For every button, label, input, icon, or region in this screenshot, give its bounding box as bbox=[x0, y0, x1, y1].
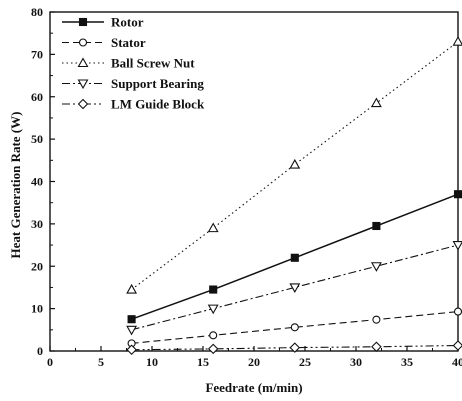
legend-entry: Rotor bbox=[62, 15, 144, 30]
x-tick-label: 5 bbox=[98, 355, 104, 369]
y-tick-label: 80 bbox=[31, 5, 43, 19]
legend-entry: Ball Screw Nut bbox=[62, 56, 195, 71]
y-tick-label: 50 bbox=[31, 132, 43, 146]
data-point bbox=[209, 331, 218, 340]
x-tick-label: 25 bbox=[299, 355, 311, 369]
series-support-bearing bbox=[126, 241, 462, 336]
data-point bbox=[453, 190, 462, 199]
x-tick-label: 20 bbox=[248, 355, 260, 369]
y-tick-label: 60 bbox=[31, 90, 43, 104]
data-point bbox=[452, 241, 462, 251]
data-point bbox=[126, 344, 137, 356]
legend-marker bbox=[78, 38, 88, 47]
data-point bbox=[126, 325, 138, 336]
y-tick-label: 40 bbox=[31, 175, 43, 189]
series-stator bbox=[127, 307, 462, 348]
legend-marker bbox=[78, 17, 88, 27]
legend: Rotor Stator Ball Screw Nut Support Bearing… bbox=[62, 15, 205, 112]
legend-label: Support Bearing bbox=[111, 76, 204, 91]
data-point bbox=[452, 340, 462, 351]
data-point bbox=[289, 342, 301, 353]
x-tick-label: 30 bbox=[350, 355, 362, 369]
legend-marker bbox=[77, 79, 89, 90]
data-point bbox=[370, 262, 382, 272]
x-tick-label: 40 bbox=[452, 355, 462, 369]
data-point bbox=[452, 36, 462, 46]
y-tick-label: 20 bbox=[31, 259, 43, 273]
x-tick-label: 15 bbox=[197, 355, 209, 369]
data-point bbox=[207, 304, 219, 315]
series-lm-guide-block bbox=[126, 340, 462, 356]
legend-label: LM Guide Block bbox=[111, 97, 205, 112]
legend-marker bbox=[77, 57, 89, 68]
y-tick-label: 10 bbox=[31, 302, 43, 316]
legend-label: Ball Screw Nut bbox=[111, 56, 195, 71]
data-point bbox=[289, 158, 301, 169]
data-point bbox=[453, 307, 462, 316]
data-point bbox=[290, 253, 299, 262]
x-axis-ticks: 0 5 10 15 20 25 30 35 40 bbox=[47, 346, 462, 369]
y-axis-title: Heat Generation Rate (W) bbox=[8, 112, 23, 259]
data-point bbox=[127, 315, 136, 324]
data-point bbox=[289, 283, 301, 294]
x-tick-label: 10 bbox=[146, 355, 158, 369]
data-point bbox=[371, 341, 382, 353]
x-tick-label: 0 bbox=[47, 355, 53, 369]
y-tick-label: 70 bbox=[31, 47, 43, 61]
legend-marker bbox=[77, 98, 89, 110]
x-tick-label: 35 bbox=[401, 355, 413, 369]
y-tick-label: 0 bbox=[37, 344, 43, 358]
series-rotor bbox=[127, 190, 462, 324]
data-point bbox=[209, 285, 218, 294]
data-point bbox=[370, 97, 382, 108]
data-point bbox=[372, 221, 381, 231]
legend-label: Rotor bbox=[111, 15, 144, 30]
series-ball-screw-nut bbox=[126, 36, 462, 294]
data-point bbox=[207, 343, 219, 355]
series-line bbox=[131, 41, 459, 290]
series-layer bbox=[126, 36, 462, 356]
legend-entry: Support Bearing bbox=[62, 76, 204, 91]
legend-label: Stator bbox=[111, 35, 146, 50]
data-point bbox=[290, 323, 299, 332]
legend-entry: LM Guide Block bbox=[62, 97, 205, 112]
data-point bbox=[372, 315, 381, 324]
legend-entry: Stator bbox=[62, 35, 146, 50]
data-point bbox=[126, 283, 138, 294]
x-axis-title: Feedrate (m/min) bbox=[205, 380, 302, 395]
y-axis-ticks: 0 10 20 30 40 50 60 70 80 bbox=[31, 5, 55, 358]
data-point bbox=[207, 222, 219, 233]
y-tick-label: 30 bbox=[31, 217, 43, 231]
